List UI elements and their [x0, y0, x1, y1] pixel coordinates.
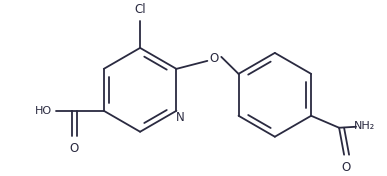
Text: N: N [176, 111, 185, 124]
Text: NH₂: NH₂ [353, 121, 375, 131]
Text: O: O [210, 52, 219, 65]
Text: O: O [341, 161, 351, 174]
Text: Cl: Cl [134, 4, 146, 17]
Text: HO: HO [35, 106, 52, 116]
Text: O: O [69, 142, 79, 155]
